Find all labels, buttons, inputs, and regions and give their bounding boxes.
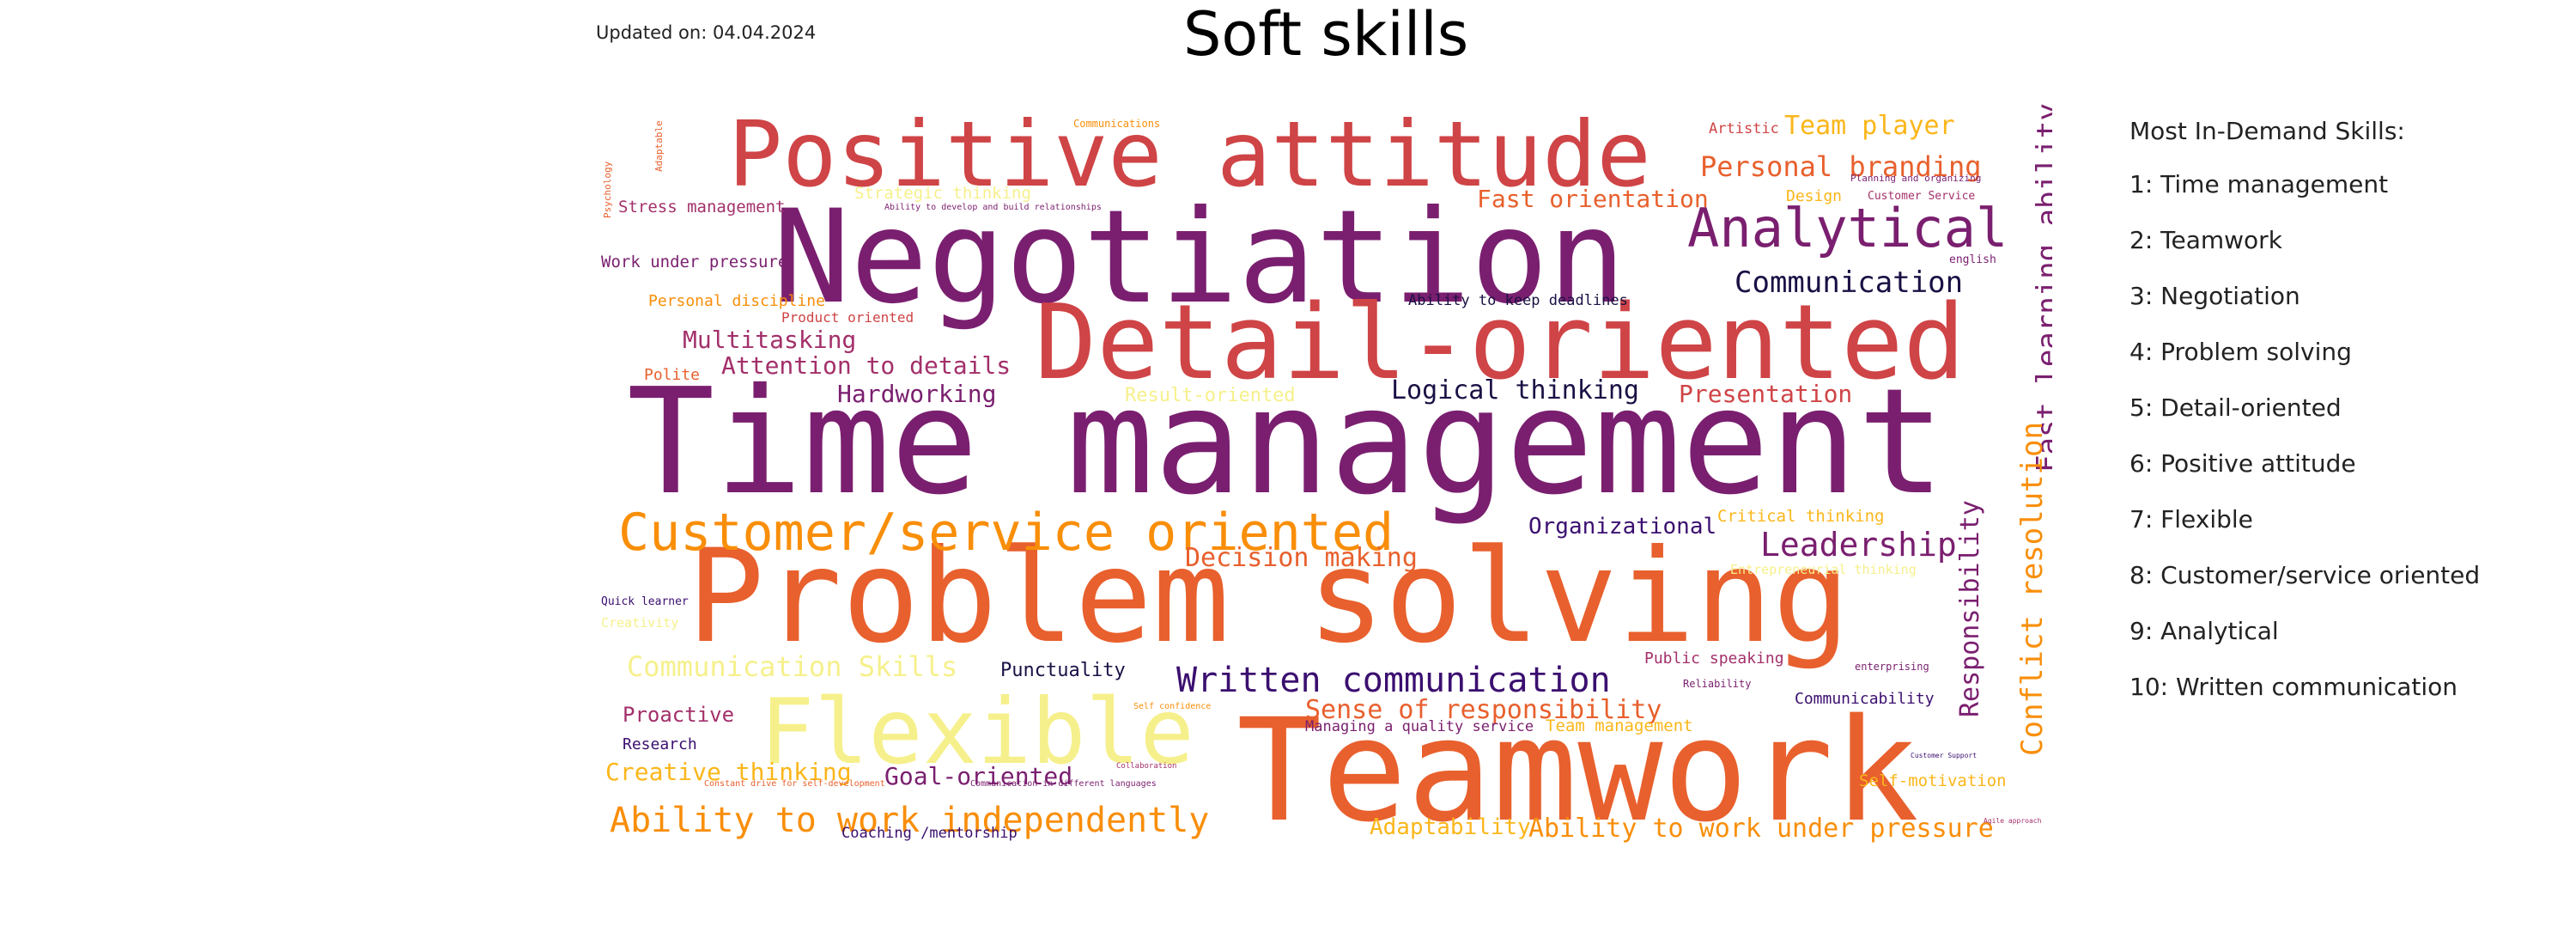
cloud-word: Goal-oriented xyxy=(884,762,1073,790)
cloud-word: Managing a quality service xyxy=(1305,718,1534,735)
cloud-word: Research xyxy=(623,735,697,753)
cloud-word: Attention to details xyxy=(721,351,1012,380)
list-item: 6: Positive attitude xyxy=(2129,449,2356,478)
cloud-word: Reliability xyxy=(1683,678,1752,690)
cloud-word: english xyxy=(1949,253,1996,266)
list-item: 7: Flexible xyxy=(2129,505,2253,533)
cloud-word: Ability to work independently xyxy=(610,801,1210,840)
cloud-word: Ability to keep deadlines xyxy=(1408,292,1628,309)
cloud-word: Proactive xyxy=(623,703,735,727)
cloud-word: Psychology xyxy=(602,161,613,218)
cloud-word: Product oriented xyxy=(781,309,914,326)
page-title: Soft skills xyxy=(1183,0,1469,70)
cloud-word: Ability to work under pressure xyxy=(1528,814,1994,844)
cloud-word: Multitasking xyxy=(683,326,857,354)
cloud-word: Communicability xyxy=(1795,690,1935,708)
list-item: 4: Problem solving xyxy=(2129,338,2352,366)
cloud-word: Polite xyxy=(644,366,701,384)
cloud-word: Communication Skills xyxy=(627,650,958,683)
cloud-word: Communication xyxy=(1735,265,1964,300)
cloud-word: Planning and organizing xyxy=(1850,173,1982,184)
cloud-word: Strategic thinking xyxy=(854,184,1031,203)
cloud-word: Personal branding xyxy=(1700,150,1982,183)
cloud-word: Team player xyxy=(1784,111,1955,141)
cloud-word: Positive attitude xyxy=(728,102,1651,207)
cloud-word: Public speaking xyxy=(1644,649,1784,668)
in-demand-skills-list: 1: Time management 2: Teamwork 3: Negoti… xyxy=(2129,172,2480,730)
cloud-word: Self-motivation xyxy=(1859,771,2007,790)
word-cloud: Time management Problem solving Teamwork… xyxy=(592,94,2052,850)
cloud-word: Customer Support xyxy=(1911,752,1978,759)
list-item: 2: Teamwork xyxy=(2129,226,2282,254)
list-item: 9: Analytical xyxy=(2129,617,2279,645)
cloud-word: Collaboration xyxy=(1116,762,1177,771)
cloud-word: Leadership xyxy=(1760,526,1957,564)
cloud-word: Work under pressure xyxy=(601,253,788,271)
cloud-word: Creativity xyxy=(601,615,679,631)
cloud-word: Entrepreneurial thinking xyxy=(1730,562,1917,577)
cloud-word: Agile approach xyxy=(1984,817,2042,825)
cloud-word: Artistic xyxy=(1709,120,1779,137)
cloud-word: Conflict resolution xyxy=(2015,422,2050,756)
cloud-word: Quick learner xyxy=(601,595,689,608)
cloud-word: Problem solving xyxy=(687,522,1850,672)
cloud-word: Flexible xyxy=(760,680,1194,784)
cloud-word: Ability to develop and build relationshi… xyxy=(884,203,1102,212)
cloud-word: Hardworking xyxy=(837,380,997,408)
cloud-word: Analytical xyxy=(1687,197,2008,259)
cloud-word: Personal discipline xyxy=(648,292,825,310)
cloud-word: Negotiation xyxy=(773,183,1626,332)
cloud-word: Punctuality xyxy=(1000,660,1126,681)
cloud-word: Written communication xyxy=(1176,661,1611,700)
cloud-word: Presentation xyxy=(1679,380,1853,408)
cloud-word: Responsibility xyxy=(1955,500,1985,717)
cloud-word: Communication in different languages xyxy=(970,779,1157,789)
cloud-word: Creative thinking xyxy=(605,758,852,786)
cloud-word: Fast learning ability xyxy=(2031,103,2052,472)
list-item: 8: Customer/service oriented xyxy=(2129,561,2481,589)
cloud-word: Self confidence xyxy=(1133,702,1212,711)
cloud-word: Coaching /mentorship xyxy=(841,825,1018,842)
cloud-word: Critical thinking xyxy=(1717,507,1885,526)
list-item: 5: Detail-oriented xyxy=(2129,393,2342,422)
cloud-word: Decision making xyxy=(1185,543,1418,573)
cloud-word: Customer/service oriented xyxy=(618,503,1394,563)
cloud-word: Adaptability xyxy=(1370,814,1531,840)
sidebar-heading: Most In-Demand Skills: xyxy=(2129,117,2405,145)
cloud-word: Customer Service xyxy=(1868,190,1976,203)
cloud-word: Communications xyxy=(1073,118,1161,130)
cloud-word: Sense of responsibility xyxy=(1305,695,1662,725)
cloud-word: Fast orientation xyxy=(1477,185,1709,213)
cloud-word: Organizational xyxy=(1528,514,1717,540)
list-item: 3: Negotiation xyxy=(2129,282,2300,310)
list-item: 10: Written communication xyxy=(2129,673,2458,701)
cloud-word: Result-oriented xyxy=(1125,385,1296,406)
cloud-word: Time management xyxy=(627,357,1946,527)
cloud-word: Constant drive for self-development xyxy=(704,779,885,789)
cloud-word: enterprising xyxy=(1855,661,1929,673)
cloud-word: Logical thinking xyxy=(1391,375,1639,405)
cloud-word: Adaptable xyxy=(653,120,665,172)
list-item: 1: Time management xyxy=(2129,170,2389,198)
updated-date-label: Updated on: 04.04.2024 xyxy=(596,22,817,43)
cloud-word: Teamwork xyxy=(1236,688,1919,850)
cloud-word: Team management xyxy=(1546,716,1693,735)
cloud-word: Stress management xyxy=(618,198,786,216)
cloud-word: Design xyxy=(1786,187,1843,205)
cloud-word: Detail-oriented xyxy=(1035,284,1965,403)
